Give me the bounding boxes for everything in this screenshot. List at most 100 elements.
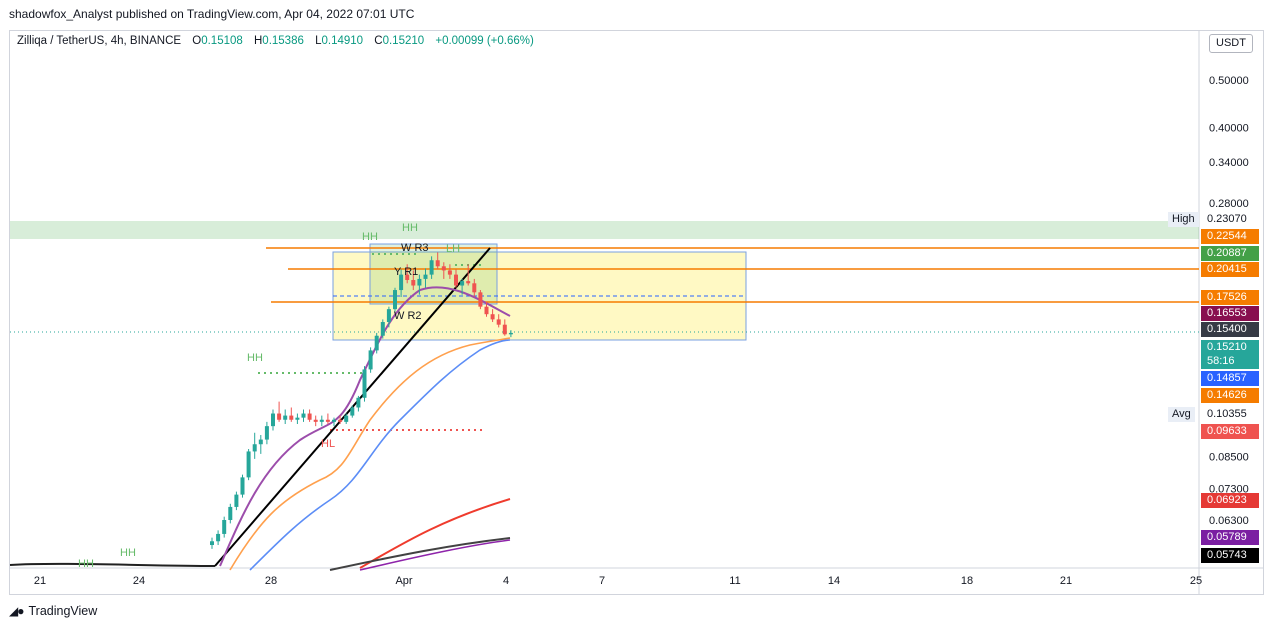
candle-body [301,413,306,418]
candle-body [332,419,336,422]
annotation-label: HH [247,352,263,364]
candle-body [508,332,513,335]
x-tick-label: 14 [828,575,840,587]
ma-blue [249,339,511,571]
close-value: 0.15210 [382,35,425,47]
x-tick-label: 28 [265,575,277,587]
price-tag-high: 0.23070 [1207,213,1247,225]
ma-violet [359,539,511,571]
price-tag-t10: 0.09633 [1201,424,1259,439]
price-tag-t4: 0.17526 [1201,290,1259,305]
candle-body [496,319,501,325]
ma-red [359,498,511,569]
candle-body [277,413,282,420]
price-tag-t9: 0.14626 [1201,388,1259,403]
candle-body [264,426,269,440]
candle-body [283,415,288,420]
symbol-legend: Zilliqa / TetherUS, 4h, BINANCE O0.15108… [17,35,534,47]
y-tick-label: 0.34000 [1209,157,1249,169]
candle-body [362,369,367,398]
x-tick-label: Apr [395,575,412,587]
candle-body [374,335,379,351]
x-tick-label: 7 [599,575,605,587]
tradingview-logo-icon: ◢● [9,604,25,618]
price-tag-t12: 0.05789 [1201,530,1259,545]
x-tick-label: 11 [729,575,740,587]
price-tag-t6: 0.15400 [1201,322,1259,337]
price-tag-t1: 0.22544 [1201,229,1259,244]
candle-body [210,541,214,546]
branding-text: TradingView [28,604,98,618]
candle-body [234,494,239,507]
candle-body [447,270,452,275]
candle-body [405,274,410,281]
candle-body [271,413,275,427]
price-tag-t11: 0.06923 [1201,493,1259,508]
close-label: C [374,35,383,47]
publisher-line: shadowfox_Analyst published on TradingVi… [9,7,415,21]
annotation-label: HH [120,547,136,559]
chart-frame [9,30,1264,595]
y-tick-label: 0.40000 [1209,122,1249,134]
candle-body [295,417,300,420]
x-tick-label: 4 [503,575,509,587]
high-zone [10,221,1199,239]
y-tick-label: 0.06300 [1209,515,1249,527]
y-tick-label: 0.07300 [1209,484,1249,496]
candle-body [338,419,343,422]
candle-body [325,419,330,422]
candle-body [472,283,477,293]
annotation-label: HH [78,558,94,570]
price-tag-t3: 0.20415 [1201,262,1259,277]
long-ma-left [9,562,216,567]
candle-body [429,260,434,275]
candle-body [289,415,294,420]
candle-body [393,290,397,310]
low-value: 0.14910 [321,35,364,47]
price-tag-t13: 0.05743 [1201,548,1259,563]
candle-body [356,397,361,408]
price-tag-t7: 0.15210 [1201,340,1259,355]
x-tick-label: 18 [961,575,973,587]
high-label: H [253,35,263,47]
price-tag-t5: 0.16553 [1201,306,1259,321]
candle-body [417,278,422,286]
candle-body [435,260,440,267]
open-label: O [192,35,202,47]
currency-button[interactable]: USDT [1209,34,1253,53]
ma-purple [219,286,511,567]
candle-body [350,407,355,416]
x-tick-label: 24 [133,575,145,587]
price-side-label-avg: Avg [1168,407,1195,422]
branding[interactable]: ◢● TradingView [9,604,97,618]
candle-body [368,350,373,370]
price-side-label-high: High [1168,212,1199,227]
ma-dark [329,537,511,571]
annotation-label: W R2 [394,310,422,322]
low-label: L [315,35,322,47]
candle-body [252,444,257,452]
candle-body [319,419,324,422]
price-tag-t2: 0.20887 [1201,246,1259,261]
candle-body [240,477,245,495]
candle-body [502,324,507,335]
x-tick-label: 21 [34,575,46,587]
candle-body [478,292,483,307]
price-tag-t7b: 58:16 [1201,354,1259,369]
candle-body [399,274,404,291]
annotation-label: Y R1 [394,266,418,278]
candle-body [484,306,489,315]
high-value: 0.15386 [262,35,304,47]
annotation-label: HL [321,438,335,450]
candle-body [222,520,227,534]
x-tick-label: 21 [1060,575,1072,587]
candle-body [490,314,495,320]
candle-body [380,322,385,336]
candle-body [344,415,349,422]
x-tick-label: 25 [1190,575,1202,587]
candle-body [460,281,465,286]
price-tag-t8: 0.14857 [1201,371,1259,386]
ma-orange [229,337,511,571]
candle-body [307,413,312,420]
